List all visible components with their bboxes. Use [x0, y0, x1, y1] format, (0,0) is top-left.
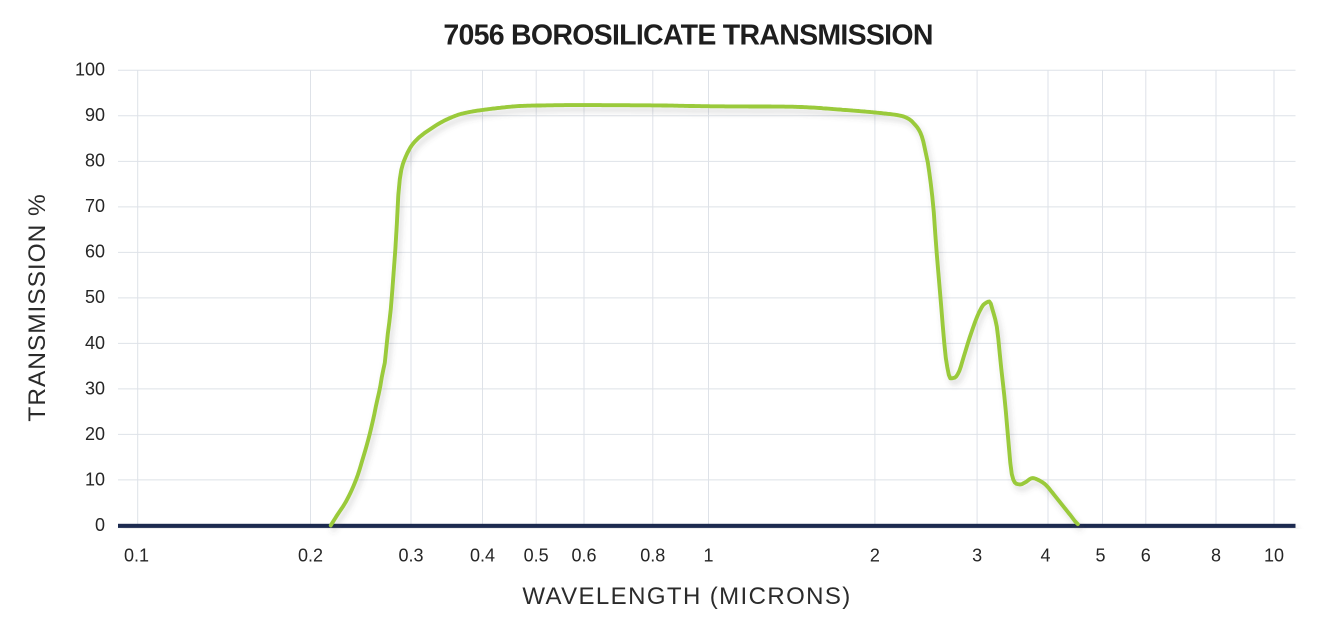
svg-text:0: 0: [95, 515, 105, 535]
svg-text:6: 6: [1141, 546, 1151, 566]
svg-text:0.3: 0.3: [398, 546, 423, 566]
svg-text:2: 2: [870, 546, 880, 566]
svg-text:20: 20: [85, 424, 105, 444]
svg-text:60: 60: [85, 242, 105, 262]
svg-text:90: 90: [85, 105, 105, 125]
svg-text:WAVELENGTH (MICRONS): WAVELENGTH (MICRONS): [522, 583, 851, 610]
svg-text:7056 BOROSILICATE TRANSMISSION: 7056 BOROSILICATE TRANSMISSION: [443, 20, 932, 52]
svg-text:0.4: 0.4: [470, 546, 495, 566]
svg-text:0.6: 0.6: [571, 546, 596, 566]
svg-text:10: 10: [85, 469, 105, 489]
svg-text:8: 8: [1211, 546, 1221, 566]
svg-text:3: 3: [972, 546, 982, 566]
svg-text:5: 5: [1095, 546, 1105, 566]
svg-text:0.8: 0.8: [640, 546, 665, 566]
svg-text:0.5: 0.5: [524, 546, 549, 566]
svg-text:30: 30: [85, 378, 105, 398]
svg-text:TRANSMISSION %: TRANSMISSION %: [24, 193, 51, 421]
svg-text:10: 10: [1264, 546, 1284, 566]
svg-text:4: 4: [1040, 546, 1050, 566]
svg-text:50: 50: [85, 287, 105, 307]
svg-text:80: 80: [85, 151, 105, 171]
svg-text:40: 40: [85, 333, 105, 353]
svg-text:0.1: 0.1: [124, 546, 149, 566]
svg-text:100: 100: [75, 60, 105, 80]
svg-text:1: 1: [703, 546, 713, 566]
svg-text:70: 70: [85, 196, 105, 216]
svg-text:0.2: 0.2: [298, 546, 323, 566]
